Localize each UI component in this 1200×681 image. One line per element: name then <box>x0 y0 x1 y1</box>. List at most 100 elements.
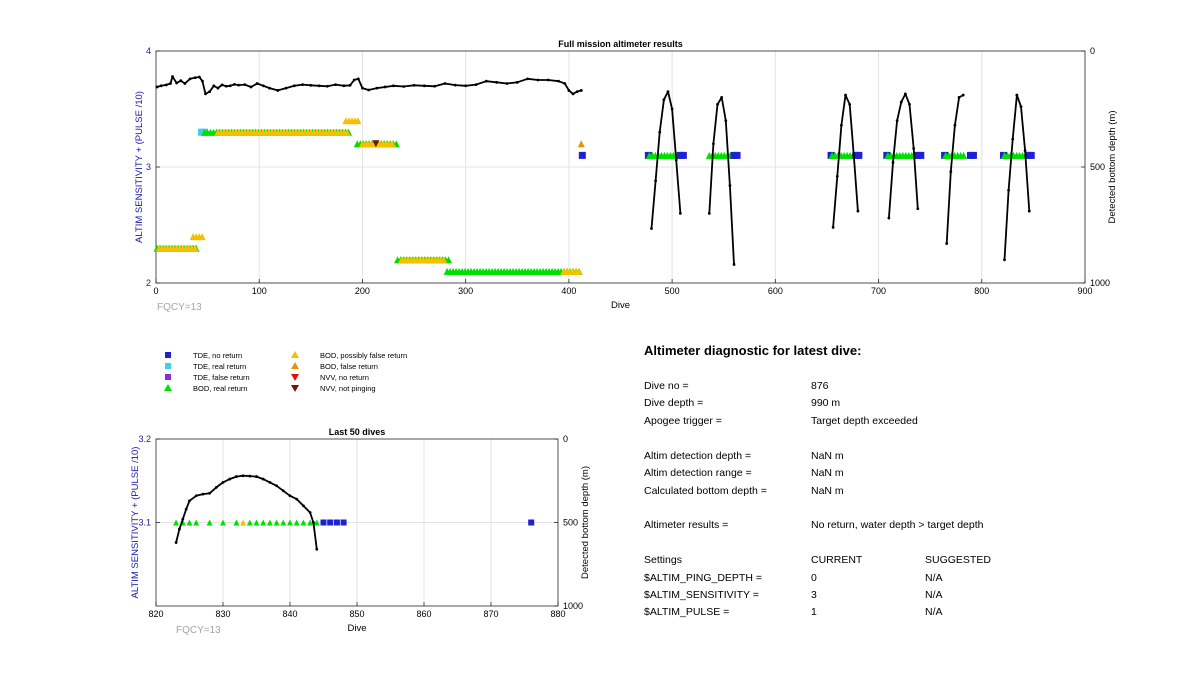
full-depth-point <box>839 123 843 127</box>
full-y2tick-label: 500 <box>1090 162 1105 172</box>
diag-label-detection-range: Altim detection range = <box>644 467 752 479</box>
last50-y2tick-label: 1000 <box>563 601 583 611</box>
full-depth-point <box>361 86 364 90</box>
full-depth-point <box>654 179 657 183</box>
last50-depth-point <box>275 484 278 488</box>
full-marker-tde_no <box>733 151 741 159</box>
full-depth-point <box>249 85 253 89</box>
full-marker-nvv_not_pinging <box>372 140 380 148</box>
full-marker-bod_possibly_false <box>354 117 362 125</box>
full-marker-tde_no <box>1027 151 1035 159</box>
last50-depth-point <box>248 474 252 478</box>
last50-xlabel: Dive <box>347 623 366 634</box>
full-depth-point <box>515 80 519 84</box>
last50-marker-tde_no <box>340 519 347 526</box>
full-depth-point <box>891 160 895 164</box>
last50-title: Last 50 dives <box>329 427 386 437</box>
setting-ping-depth-label: $ALTIM_PING_DEPTH = <box>644 572 762 584</box>
full-depth-point <box>334 83 338 87</box>
full-marker-tde_no <box>679 151 687 159</box>
last50-xtick-label: 830 <box>215 609 230 619</box>
setting-sensitivity-label: $ALTIM_SENSITIVITY = <box>644 589 759 601</box>
last50-marker-bod_real <box>246 519 253 526</box>
full-depth-point <box>678 212 682 215</box>
full-depth-point <box>325 84 329 88</box>
full-depth-point <box>276 89 280 92</box>
full-depth-point <box>571 92 575 96</box>
full-marker-tde_no <box>578 151 586 159</box>
diag-label-apogee-trigger: Apogee trigger = <box>644 415 722 427</box>
last50-y2label: Detected bottom depth (m) <box>580 466 591 579</box>
full-depth-point <box>317 84 321 88</box>
full-depth-point <box>159 84 163 88</box>
full-depth-point <box>212 84 216 88</box>
full-depth-point <box>268 86 271 90</box>
last50-depth-point <box>288 494 292 498</box>
full-marker-tde_no <box>855 151 863 159</box>
full-depth-point <box>707 212 711 215</box>
setting-sensitivity-suggested: N/A <box>925 589 943 601</box>
full-depth-point <box>536 78 540 82</box>
full-depth-point <box>912 147 916 150</box>
full-depth-point <box>402 85 406 88</box>
diag-label-bottom-depth: Calculated bottom depth = <box>644 485 767 497</box>
full-ytick-label: 3 <box>146 162 151 172</box>
last50-depth-point <box>181 517 185 521</box>
full-title: Full mission altimeter results <box>558 39 683 49</box>
full-depth-point <box>1023 149 1027 153</box>
diag-value-altimeter-results: No return, water depth > target depth <box>811 519 984 531</box>
legend-label-bod-real-return: BOD, real return <box>193 384 248 393</box>
full-depth-point <box>852 154 856 157</box>
legend-label-nvv-not-pinging: NVV, not pinging <box>320 384 376 393</box>
last50-xtick-label: 840 <box>282 609 297 619</box>
full-depth-point <box>216 86 220 90</box>
legend-label-tde-no-return: TDE, no return <box>193 351 242 360</box>
last50-xtick-label: 850 <box>349 609 364 619</box>
diag-value-dive-no: 876 <box>811 380 829 392</box>
last50-marker-bod_real <box>273 519 280 526</box>
diag-value-bottom-depth: NaN m <box>811 485 844 497</box>
full-depth-point <box>908 102 911 106</box>
full-depth-point <box>674 158 678 162</box>
full-depth-point <box>356 77 360 81</box>
diag-label-dive-depth: Dive depth = <box>644 397 704 409</box>
last50-depth-point <box>184 507 188 511</box>
full-marker-bod_possibly_false <box>440 256 448 264</box>
full-ytick-label: 4 <box>146 46 151 56</box>
last50-marker-bod_real <box>307 519 314 526</box>
full-depth-point <box>208 90 212 93</box>
full-depth-point <box>716 102 719 106</box>
full-depth-point <box>495 80 499 84</box>
full-depth-point <box>309 83 313 87</box>
full-marker-bod_real <box>960 151 968 159</box>
last50-marker-tde_no <box>528 519 535 526</box>
full-depth-line <box>156 75 582 95</box>
last50-xtick-label: 860 <box>416 609 431 619</box>
diag-value-dive-depth: 990 m <box>811 397 841 409</box>
full-depth-point <box>183 82 187 85</box>
legend-label-tde-real-return: TDE, real return <box>193 362 246 371</box>
full-depth-point <box>352 78 356 82</box>
full-depth-point <box>658 130 662 134</box>
last50-depth-point <box>208 491 212 495</box>
full-depth-point <box>255 82 259 85</box>
full-depth-point <box>348 83 352 87</box>
full-depth-point <box>169 82 172 85</box>
full-marker-tde_no <box>917 151 925 159</box>
full-xtick-label: 0 <box>153 286 158 296</box>
full-depth-point <box>261 84 265 88</box>
legend-marker-tde-real-return <box>165 363 171 369</box>
full-depth-point <box>171 75 174 78</box>
legend-label-bod-false-return: BOD, false return <box>320 362 378 371</box>
full-depth-point <box>1011 137 1015 141</box>
full-depth-point <box>233 83 236 86</box>
last50-depth-point <box>228 477 232 481</box>
full-depth-point <box>204 92 207 96</box>
full-depth-point <box>666 90 670 93</box>
full-marker-bod_real <box>445 256 453 264</box>
full-depth-point <box>484 79 488 83</box>
last50-ytick-label: 3.2 <box>138 434 151 444</box>
full-xtick-label: 800 <box>974 286 989 296</box>
full-xtick-label: 500 <box>665 286 680 296</box>
full-depth-point <box>228 84 232 88</box>
